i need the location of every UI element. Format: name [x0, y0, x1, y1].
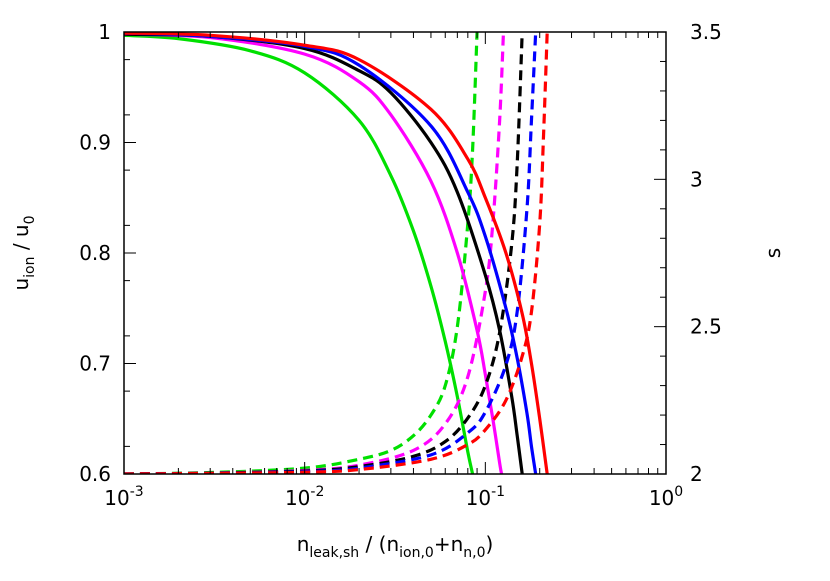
series-line-9-dashed	[124, 32, 549, 474]
y-right-tick-label: 2.5	[690, 315, 722, 339]
x-tick-label: 100	[649, 484, 683, 510]
series-line-2-solid	[124, 32, 504, 474]
tick-labels-layer: 10-3 10-2 10-1 100 0.6 0.7 0.8 0.9 1 2 2.5 3 3.5	[79, 20, 722, 510]
x-tick-label: 10-3	[104, 484, 143, 510]
series-line-4-solid	[124, 32, 524, 474]
y-left-tick-label: 0.9	[79, 131, 111, 155]
series-line-5-dashed	[124, 32, 524, 474]
y-right-tick-label: 3.5	[690, 20, 722, 44]
series-layer	[124, 32, 549, 474]
series-line-7-dashed	[124, 32, 538, 474]
x-tick-label: 10-2	[285, 484, 324, 510]
y-right-axis-label: s	[761, 248, 785, 258]
y-left-tick-label: 0.8	[79, 241, 111, 265]
ticks-layer	[123, 31, 667, 475]
x-tick-label: 10-1	[466, 484, 505, 510]
series-line-3-dashed	[124, 32, 506, 474]
y-right-tick-label: 2	[690, 462, 703, 486]
y-left-tick-label: 0.7	[79, 352, 111, 376]
y-right-tick-label: 3	[690, 167, 703, 191]
y-left-tick-label: 0.6	[79, 462, 111, 486]
series-line-0-solid	[124, 33, 475, 474]
x-axis-label: nleak,sh / (nion,0+nn,0)	[297, 532, 494, 561]
y-left-axis-label: uion / u0	[9, 215, 38, 290]
y-left-tick-label: 1	[98, 20, 111, 44]
series-line-1-dashed	[124, 32, 479, 474]
series-line-8-solid	[124, 32, 549, 474]
